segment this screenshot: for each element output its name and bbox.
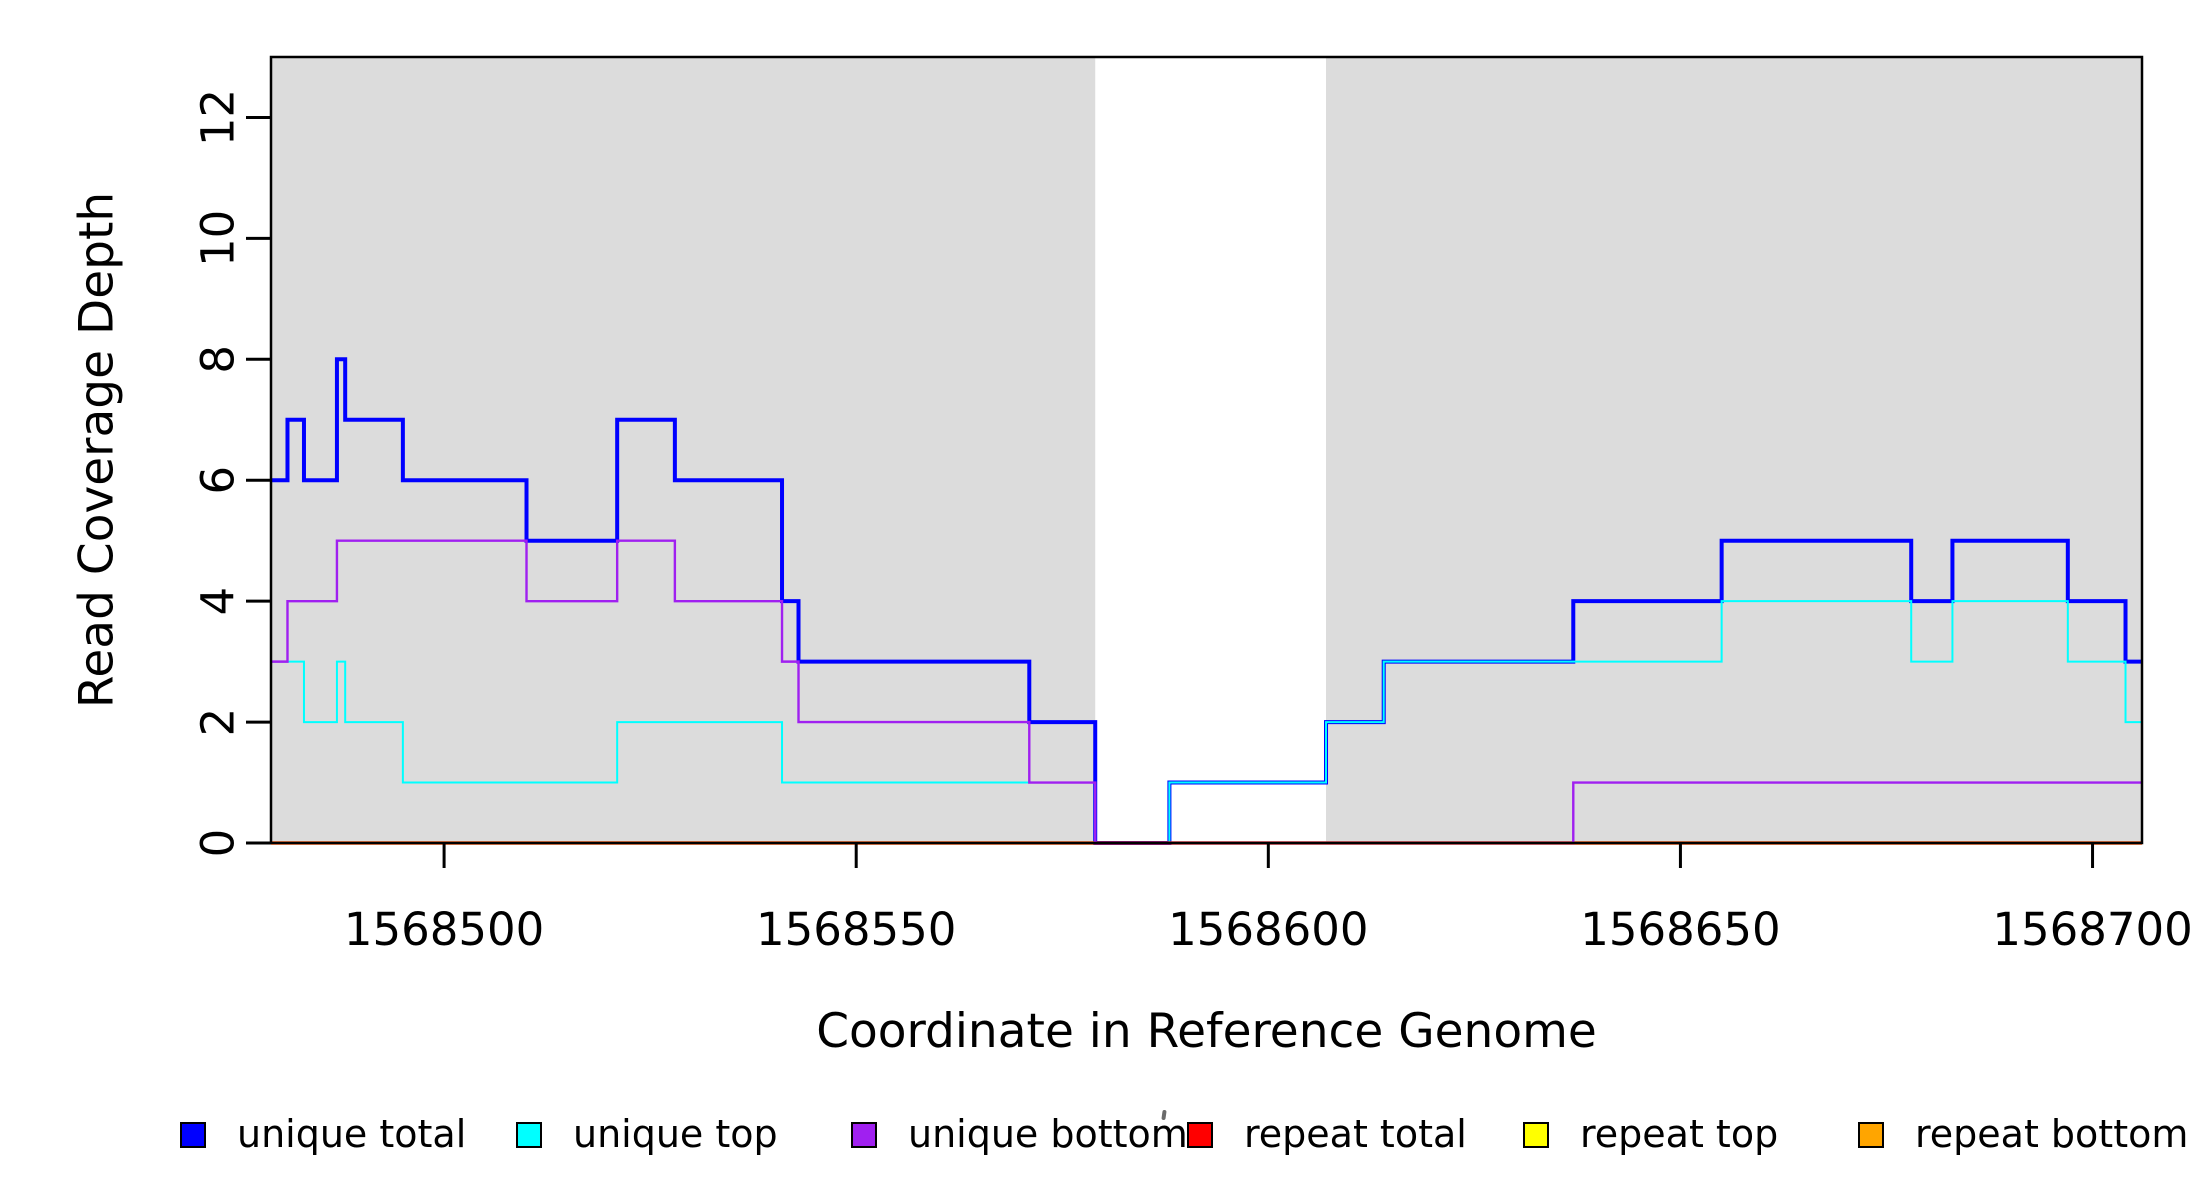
x-tick-label: 1568550: [756, 903, 956, 956]
y-tick-label: 6: [192, 466, 245, 495]
y-axis-title: Read Coverage Depth: [69, 191, 125, 709]
repeat-total-swatch: [1187, 1121, 1213, 1148]
plot-box: [269, 55, 2144, 845]
legend-item-repeat-bottom: repeat bottom: [1858, 1112, 2189, 1156]
series-unique-top: [271, 600, 2142, 844]
repeat-bottom-label: repeat bottom: [1915, 1112, 2189, 1156]
unique-total-swatch: [180, 1121, 206, 1148]
y-tick-label: 10: [192, 210, 245, 267]
x-tick-label: 1568650: [1580, 903, 1780, 956]
unique-total-label: unique total: [237, 1112, 467, 1156]
x-tick-label: 1568700: [1992, 903, 2192, 956]
unique-top-label: unique top: [573, 1112, 778, 1156]
repeat-total-label: repeat total: [1244, 1112, 1467, 1156]
legend-item-unique-top: unique top: [516, 1112, 778, 1156]
legend-item-repeat-top: repeat top: [1523, 1112, 1779, 1156]
repeat-top-label: repeat top: [1580, 1112, 1779, 1156]
series-unique-bottom: [271, 539, 2142, 845]
x-tick-label: 1568600: [1168, 903, 1368, 956]
repeat-bottom-swatch: [1858, 1121, 1884, 1148]
unique-top-swatch: [516, 1121, 542, 1148]
legend-item-unique-bottom: unique bottom: [851, 1112, 1188, 1156]
y-tick-label: 2: [192, 708, 245, 737]
unique-bottom-swatch: [851, 1121, 877, 1148]
y-tick-label: 8: [192, 345, 245, 374]
legend-item-unique-total: unique total: [180, 1112, 467, 1156]
legend-item-repeat-total: repeat total: [1187, 1112, 1467, 1156]
y-tick-label: 4: [192, 587, 245, 616]
series-unique-total: [271, 357, 2142, 845]
y-tick-label: 12: [192, 89, 245, 146]
unique-bottom-label: unique bottom: [908, 1112, 1188, 1156]
shaded-region: [271, 57, 1096, 843]
x-tick-label: 1568500: [344, 903, 544, 956]
y-tick-label: 0: [192, 829, 245, 858]
repeat-top-swatch: [1523, 1121, 1549, 1148]
x-axis-title: Coordinate in Reference Genome: [816, 1004, 1597, 1059]
shaded-region: [1326, 57, 2142, 843]
